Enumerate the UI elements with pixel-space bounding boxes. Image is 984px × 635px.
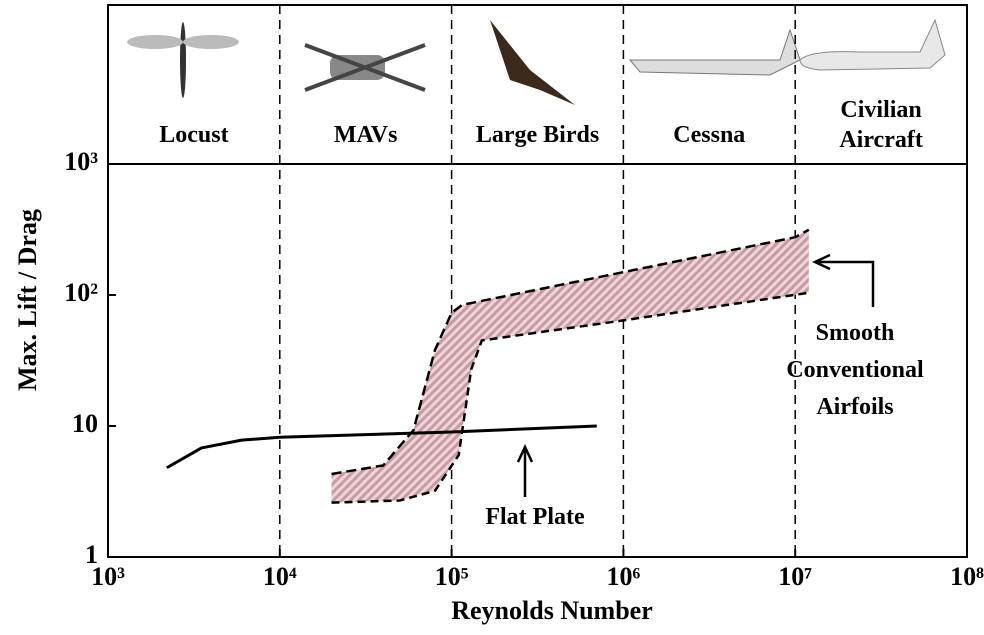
arrow bbox=[518, 447, 532, 497]
region-label: Locust bbox=[108, 120, 280, 150]
page: Reynolds Number Max. Lift / Drag 10³ 10⁴ 1… bbox=[0, 0, 984, 635]
x-tick-label: 10⁵ bbox=[435, 562, 469, 591]
y-tick-label: 10 bbox=[72, 409, 98, 438]
x-tick-label: 10⁸ bbox=[950, 562, 984, 591]
x-tick-label: 10⁴ bbox=[263, 562, 297, 591]
dragonfly-wing bbox=[127, 35, 183, 49]
band-fill bbox=[332, 230, 809, 503]
arrow bbox=[815, 255, 873, 307]
y-tick-label: 10² bbox=[64, 278, 98, 307]
region-label: MAVs bbox=[280, 120, 452, 150]
airliner-icon bbox=[800, 20, 945, 70]
cessna-icon bbox=[630, 30, 800, 75]
x-tick-label: 10⁶ bbox=[607, 562, 641, 591]
y-tick-label: 10³ bbox=[64, 147, 98, 176]
annotation: Smooth Conventional Airfoils bbox=[760, 315, 950, 426]
annotation: Flat Plate bbox=[455, 502, 615, 532]
x-axis-label: Reynolds Number bbox=[451, 596, 653, 625]
dragonfly-icon bbox=[180, 22, 186, 98]
region-label: Cessna bbox=[623, 120, 795, 150]
x-tick-label: 10⁷ bbox=[778, 562, 812, 591]
region-label: Large Birds bbox=[452, 120, 624, 150]
y-axis-label: Max. Lift / Drag bbox=[13, 209, 42, 391]
icons bbox=[127, 20, 945, 105]
dragonfly-wing bbox=[183, 35, 239, 49]
bird-icon bbox=[490, 20, 575, 105]
region-label: Civilian Aircraft bbox=[795, 95, 967, 155]
y-tick-label: 1 bbox=[85, 540, 98, 569]
